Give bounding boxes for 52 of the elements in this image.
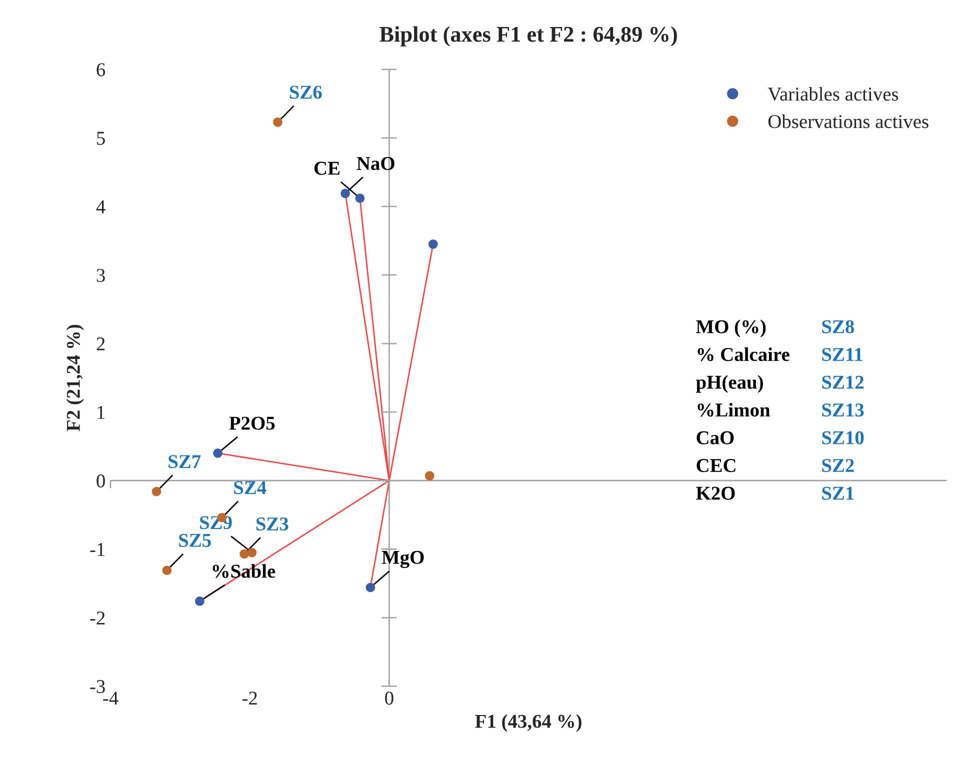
y-tick-label: -2	[90, 612, 105, 624]
text: SZ13	[822, 404, 864, 417]
point	[162, 566, 172, 576]
text: SZ2	[822, 459, 854, 472]
y-tick-label: 5	[97, 132, 105, 145]
data-label: SZ3	[256, 517, 288, 531]
y-tick-label: 2	[96, 337, 105, 350]
point	[213, 448, 222, 458]
text: CaO	[696, 431, 734, 444]
text: pH(eau)	[696, 375, 763, 393]
legend-label: Variables actives	[768, 87, 898, 101]
data-label: SZ7	[168, 455, 201, 468]
text: SZ12	[822, 376, 864, 389]
point	[247, 548, 257, 558]
y-tick-label: 4	[96, 200, 106, 214]
text: SZ1	[822, 486, 854, 500]
x-axis-title: F1 (43,64 %)	[475, 714, 582, 732]
point	[273, 118, 282, 127]
text: SZ10	[822, 431, 864, 444]
x-tick-label: -2	[242, 692, 257, 705]
data-label: SZ4	[234, 481, 266, 494]
point	[240, 549, 249, 559]
point	[424, 471, 434, 480]
point	[195, 596, 204, 606]
text: MO (%)	[696, 320, 766, 338]
data-label: SZ5	[179, 534, 211, 547]
point	[428, 239, 438, 249]
y-tick-label: 6	[96, 63, 106, 76]
text: SZ8	[822, 320, 854, 334]
chart-title: Biplot (axes F1 et F2 : 64,89 %)	[380, 26, 677, 46]
text: K2O	[696, 486, 735, 500]
y-tick-label: 3	[96, 268, 105, 282]
text: %Limon	[698, 402, 770, 417]
data-label: P2O5	[229, 416, 275, 430]
data-label: CE	[314, 162, 340, 175]
x-tick-label: -4	[103, 692, 118, 705]
point	[366, 582, 376, 592]
x-tick-label: 0	[385, 692, 394, 705]
y-tick-label: 1	[98, 406, 104, 419]
y-tick-label: -3	[90, 680, 105, 694]
data-label: NaO	[356, 156, 394, 170]
text: % Calcaire	[698, 347, 790, 362]
y-axis-title: F2 (21,24 %)	[66, 324, 84, 432]
data-label: MgO	[382, 550, 424, 568]
data-label: SZ6	[290, 86, 322, 99]
legend-label: Observations actives	[768, 114, 928, 128]
text: CEC	[696, 459, 736, 472]
text: SZ11	[822, 348, 862, 362]
point	[152, 486, 162, 496]
point	[355, 194, 365, 203]
y-tick-label: 0	[96, 474, 105, 488]
y-tick-label: -1	[90, 543, 104, 556]
